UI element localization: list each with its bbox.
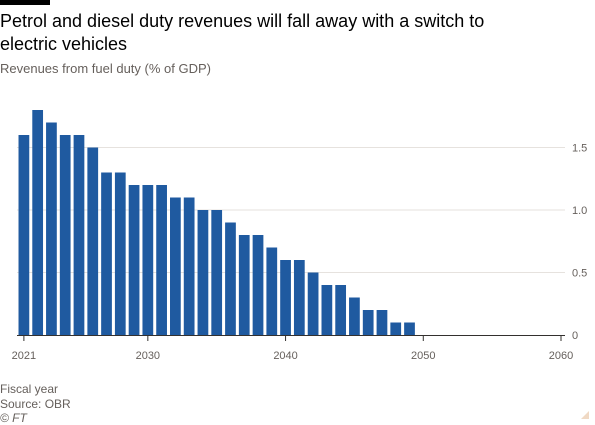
bar-2034 [197, 210, 209, 335]
bar-2035 [211, 210, 223, 335]
bar-2041 [293, 260, 305, 335]
bar-2021 [18, 135, 30, 335]
bar-2048 [390, 322, 402, 335]
x-tick-label-3: 2050 [411, 350, 435, 362]
bar-2038 [252, 235, 264, 335]
bar-2037 [238, 235, 250, 335]
y-tick-label-0: 0 [572, 330, 578, 342]
x-tick-label-0: 2021 [12, 350, 36, 362]
brand-bar [0, 0, 50, 5]
bar-2031 [156, 185, 167, 335]
bar-chart: 0 0.5 1.0 1.5 2021 2030 2040 2050 2060 [12, 110, 587, 362]
bar-2049 [404, 322, 415, 335]
bar-2042 [307, 272, 319, 335]
y-tick-label-2: 1.0 [572, 205, 587, 217]
resize-corner-icon [581, 411, 589, 419]
ft-credit: © FT [0, 411, 27, 425]
x-tick-label-4: 2060 [549, 350, 573, 362]
y-tick-label-3: 1.5 [572, 143, 587, 155]
x-tick-label-2: 2040 [273, 350, 297, 362]
bar-2045 [349, 297, 360, 335]
bar-2022 [32, 110, 44, 335]
x-axis-label: Fiscal year [0, 382, 59, 396]
bar-2047 [376, 310, 388, 335]
bar-2043 [321, 285, 333, 335]
bar-2033 [183, 197, 195, 335]
bar-2040 [280, 260, 291, 335]
bar-2024 [59, 135, 71, 335]
chart-subtitle: Revenues from fuel duty (% of GDP) [0, 61, 211, 76]
bar-2030 [142, 185, 154, 335]
x-tick-label-1: 2030 [136, 350, 160, 362]
y-tick-label-1: 0.5 [572, 268, 587, 280]
bar-2032 [170, 197, 181, 335]
bar-2026 [87, 147, 99, 335]
bar-2036 [225, 222, 236, 335]
bar-2028 [114, 172, 126, 335]
bar-2025 [73, 135, 85, 335]
bar-2039 [266, 247, 278, 335]
bar-2046 [362, 310, 374, 335]
bar-2027 [101, 172, 112, 335]
bar-2023 [46, 122, 57, 335]
bar-2044 [335, 285, 347, 335]
bar-2029 [128, 185, 140, 335]
chart-title: Petrol and diesel duty revenues will fal… [0, 11, 485, 54]
source-note: Source: OBR [0, 397, 71, 411]
